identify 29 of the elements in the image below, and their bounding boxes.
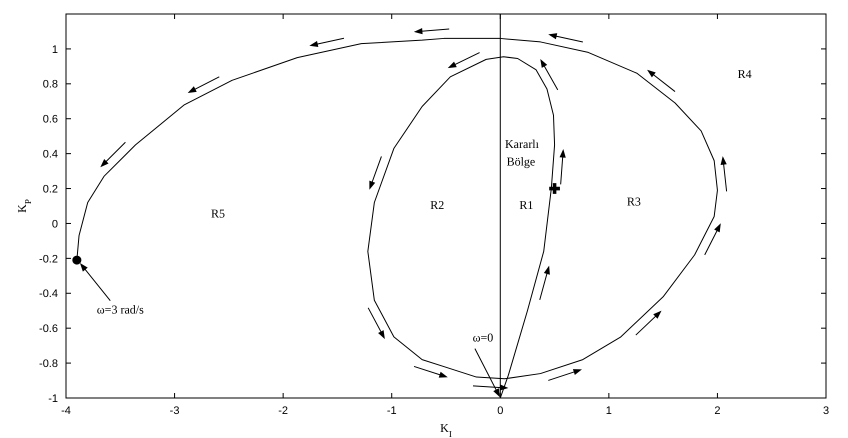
- annotation: ω=3 rad/s: [96, 302, 144, 316]
- y-tick-label: 0.6: [42, 114, 58, 126]
- y-tick-label: -1: [48, 392, 58, 405]
- y-tick-label: -0.6: [39, 323, 58, 336]
- x-tick-label: 3: [822, 404, 830, 417]
- x-tick-label: -1: [386, 404, 397, 417]
- annotation: R2: [430, 198, 444, 212]
- x-tick-label: -4: [61, 404, 71, 417]
- annotation: R1: [519, 198, 534, 212]
- x-tick-label: 1: [606, 404, 612, 417]
- x-tick-label: 2: [714, 404, 720, 417]
- y-tick-label: -0.2: [39, 253, 58, 266]
- annotation: Bölge: [506, 154, 536, 168]
- y-tick-label: 0.4: [42, 148, 58, 161]
- x-tick-label: -2: [278, 404, 288, 417]
- annotation: Kararlı: [505, 136, 540, 151]
- y-tick-label: 0.2: [42, 183, 58, 196]
- x-tick-label: -3: [170, 404, 180, 417]
- annotation: R4: [738, 66, 752, 81]
- y-tick-label: -0.4: [39, 288, 58, 300]
- annotation: R3: [626, 194, 641, 208]
- y-tick-label: 1: [52, 44, 58, 56]
- x-axis-title: K$_{I}$: [440, 421, 452, 438]
- y-tick-label: 0.8: [42, 78, 58, 91]
- annotation: ω=0: [472, 330, 494, 344]
- x-tick-label: 0: [497, 404, 504, 417]
- y-tick-label: 0: [52, 218, 58, 230]
- annotation: R5: [210, 206, 226, 220]
- y-tick-label: -0.8: [39, 358, 58, 370]
